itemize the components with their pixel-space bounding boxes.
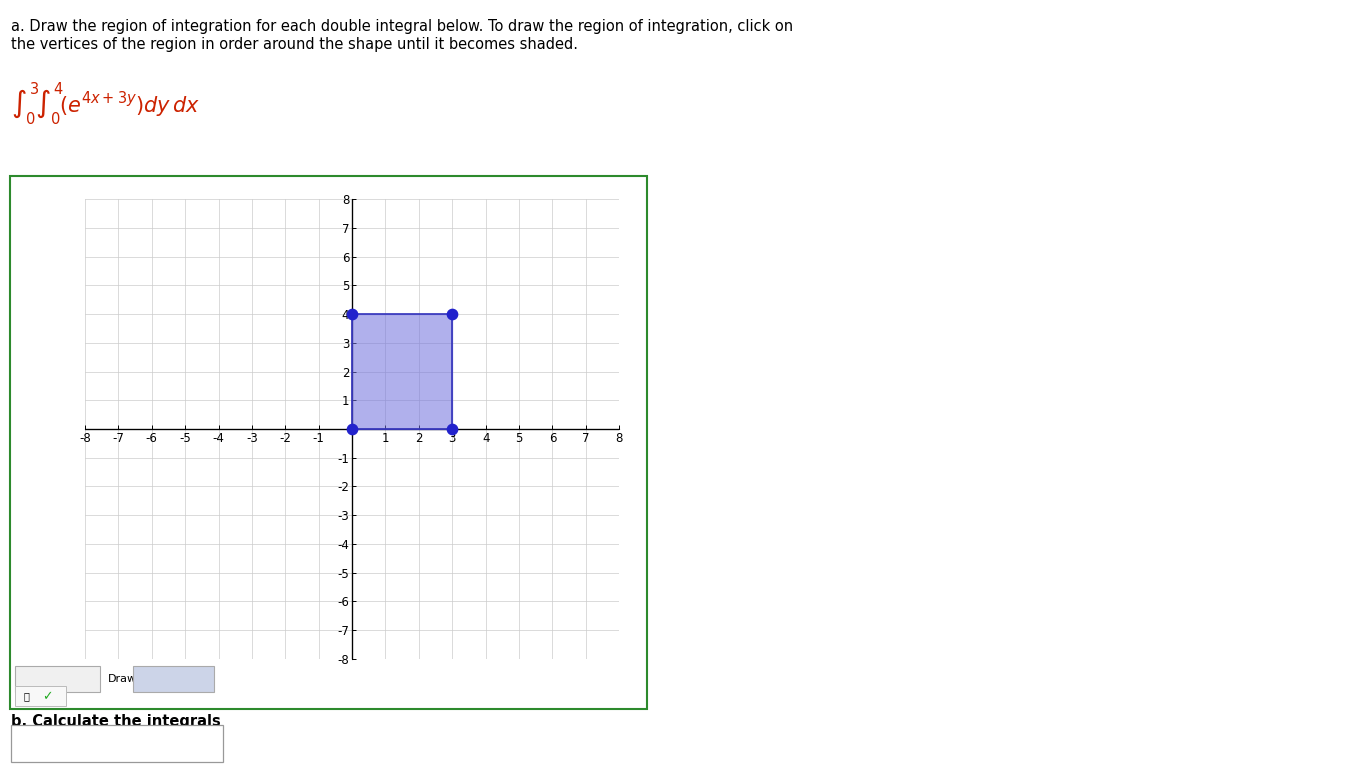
Text: a. Draw the region of integration for each double integral below. To draw the re: a. Draw the region of integration for ea…: [11, 19, 793, 34]
Text: 🔓: 🔓: [23, 691, 29, 702]
Polygon shape: [352, 314, 452, 429]
Point: [441, 423, 463, 435]
Text: Draw:: Draw:: [108, 674, 140, 685]
Text: Clear All: Clear All: [34, 674, 81, 685]
Text: b. Calculate the integrals: b. Calculate the integrals: [11, 714, 221, 729]
Text: Polygon: Polygon: [151, 674, 196, 685]
Text: ✓: ✓: [42, 690, 53, 702]
Text: $\int_0^3\!\int_0^4\!\left(e^{4x+3y}\right)dy\,dx$: $\int_0^3\!\int_0^4\!\left(e^{4x+3y}\rig…: [11, 80, 200, 127]
Text: the vertices of the region in order around the shape until it becomes shaded.: the vertices of the region in order arou…: [11, 37, 578, 52]
Point: [341, 423, 363, 435]
Point: [441, 308, 463, 320]
Point: [341, 308, 363, 320]
